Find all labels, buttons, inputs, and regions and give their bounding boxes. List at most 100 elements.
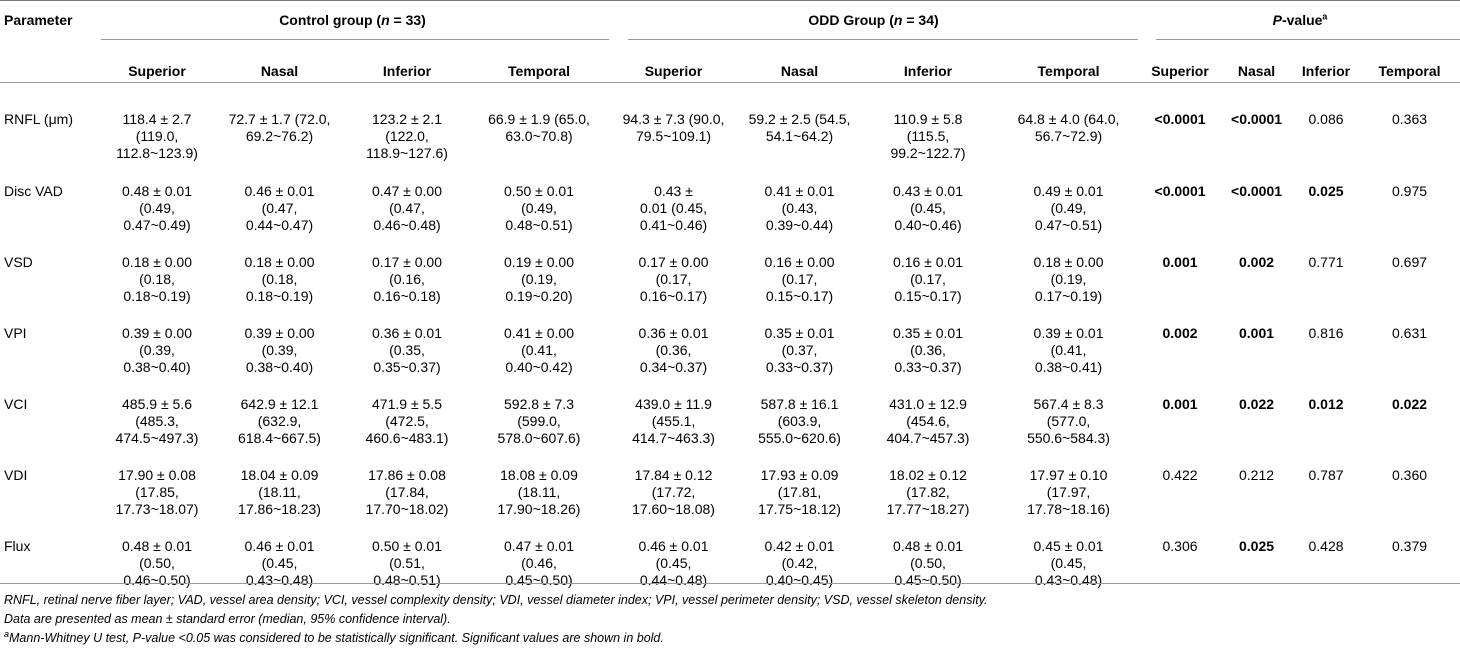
header-region-1: Nasal: [260, 63, 299, 79]
cell-line: 0.45~0.50): [505, 572, 573, 588]
cell-line: 0.16~0.18): [373, 288, 441, 304]
cell-line: (17.82,: [906, 484, 950, 500]
cell-line: 59.2 ± 2.5 (54.5,: [748, 111, 851, 127]
row-parameter-name: VPI: [4, 325, 27, 341]
table-cell: 0.50 ± 0.01 (0.49, 0.48~0.51): [471, 170, 607, 241]
table-row: Disc VAD 0.48 ± 0.01 (0.49, 0.47~0.49) 0.46 …: [0, 170, 1460, 241]
cell-line: (0.18,: [261, 271, 298, 287]
pvalue-cell: 0.422: [1162, 467, 1198, 483]
cell-line: (0.17,: [910, 271, 946, 287]
cell-line: 110.9 ± 5.8: [893, 111, 963, 127]
cell-line: (17.85,: [135, 484, 179, 500]
cell-line: 0.35 ± 0.01: [764, 325, 835, 341]
cell-line: 17.77~18.27): [886, 501, 970, 517]
pvalue-cell: 0.428: [1308, 538, 1344, 554]
cell-line: (0.42,: [781, 555, 818, 571]
cell-line: (0.41,: [1050, 342, 1087, 358]
cell-line: 17.73~18.07): [115, 501, 199, 517]
cell-line: 17.84 ± 0.12: [634, 467, 713, 483]
cell-line: 0.38~0.40): [123, 359, 191, 375]
row-parameter-name: Disc VAD: [4, 183, 63, 199]
cell-line: 0.45~0.50): [894, 572, 962, 588]
pvalue-cell: 0.025: [1308, 183, 1344, 199]
cell-line: (0.19,: [1050, 271, 1087, 287]
cell-line: 0.15~0.17): [894, 288, 962, 304]
cell-line: (0.45,: [261, 555, 298, 571]
cell-line: (17.84,: [385, 484, 429, 500]
row-parameter-name: VSD: [4, 254, 33, 270]
cell-line: 0.38~0.41): [1034, 359, 1103, 375]
pvalue-cell: 0.212: [1238, 467, 1275, 483]
cell-line: (17.72,: [651, 484, 696, 500]
cell-line: 79.5~109.1): [635, 128, 712, 144]
table-cell: 94.3 ± 7.3 (90.0, 79.5~109.1): [607, 99, 740, 170]
table-row: Flux 0.48 ± 0.01 (0.50, 0.46~0.50) 0.46 ± 0.…: [0, 525, 1460, 596]
table-cell: 642.9 ± 12.1 (632.9, 618.4~667.5): [216, 383, 343, 454]
cell-line: (603.9,: [777, 413, 822, 429]
cell-line: 0.39 ± 0.00: [122, 325, 192, 341]
cell-line: 0.19~0.20): [505, 288, 573, 304]
odd-group-underline: [628, 39, 1138, 40]
table-cell: 0.48 ± 0.01 (0.49, 0.47~0.49): [98, 170, 216, 241]
table-cell: 592.8 ± 7.3 (599.0, 578.0~607.6): [471, 383, 607, 454]
cell-line: (0.36,: [655, 342, 692, 358]
cell-line: 17.90~18.26): [497, 501, 581, 517]
cell-line: 64.8 ± 4.0 (64.0,: [1017, 111, 1120, 127]
cell-line: (0.36,: [910, 342, 946, 358]
cell-line: (0.51,: [389, 555, 425, 571]
results-table: Parameter Control group (n = 33) ODD Gro…: [0, 12, 1460, 596]
cell-line: 0.38~0.40): [245, 359, 314, 375]
cell-line: (0.47,: [261, 200, 298, 216]
cell-line: 587.8 ± 16.1: [760, 396, 839, 412]
table-cell: 0.46 ± 0.01 (0.45, 0.44~0.48): [607, 525, 740, 596]
cell-line: 0.41 ± 0.00: [504, 325, 574, 341]
cell-line: (454.6,: [906, 413, 950, 429]
cell-line: 0.47~0.51): [1034, 217, 1103, 233]
cell-line: (0.49,: [521, 200, 557, 216]
table-cell: 485.9 ± 5.6 (485.3, 474.5~497.3): [98, 383, 216, 454]
pvalue-cell: 0.379: [1392, 538, 1428, 554]
footnote-abbreviations: RNFL, retinal nerve fiber layer; VAD, ve…: [4, 593, 988, 607]
cell-line: 439.0 ± 11.9: [635, 396, 712, 412]
cell-line: 17.90 ± 0.08: [118, 467, 196, 483]
table-cell: 0.18 ± 0.00 (0.18, 0.18~0.19): [216, 241, 343, 312]
pvalue-cell: 0.086: [1308, 111, 1344, 127]
cell-line: (0.50,: [910, 555, 946, 571]
cell-line: 0.17 ± 0.00: [638, 254, 709, 270]
pvalue-cell: 0.001: [1162, 254, 1198, 270]
table-cell: 0.43 ±0.01 (0.45, 0.41~0.46): [607, 170, 740, 241]
pvalue-cell: <0.0001: [1154, 183, 1206, 199]
table-cell: 0.17 ± 0.00 (0.16, 0.16~0.18): [343, 241, 471, 312]
row-parameter-name: VCI: [4, 396, 28, 412]
cell-line: 18.04 ± 0.09: [240, 467, 319, 483]
table-cell: 17.97 ± 0.10 (17.97, 17.78~18.16): [997, 454, 1140, 525]
header-region-6: Inferior: [903, 63, 953, 79]
table-cell: 17.84 ± 0.12 (17.72, 17.60~18.08): [607, 454, 740, 525]
cell-line: (0.18,: [139, 271, 175, 287]
cell-line: (0.41,: [521, 342, 557, 358]
pvalue-cell: <0.0001: [1231, 183, 1283, 199]
cell-line: 0.35 ± 0.01: [893, 325, 963, 341]
pvalue-cell: 0.787: [1308, 467, 1344, 483]
cell-line: 0.46 ± 0.01: [244, 538, 315, 554]
table-cell: 0.35 ± 0.01 (0.37, 0.33~0.37): [740, 312, 859, 383]
header-region-9: Nasal: [1237, 63, 1276, 79]
cell-line: (18.11,: [517, 484, 561, 500]
cell-line: 0.48~0.51): [505, 217, 573, 233]
cell-line: 555.0~620.6): [758, 430, 841, 446]
cell-line: (0.39,: [261, 342, 298, 358]
table-cell: 17.93 ± 0.09 (17.81, 17.75~18.12): [740, 454, 859, 525]
header-rule: [0, 82, 1460, 83]
cell-line: 0.45 ± 0.01: [1033, 538, 1104, 554]
cell-line: 0.40~0.42): [505, 359, 573, 375]
cell-line: (0.43,: [781, 200, 818, 216]
cell-line: 0.18 ± 0.00: [244, 254, 315, 270]
cell-line: 0.18~0.19): [123, 288, 191, 304]
pvalue-cell: <0.0001: [1154, 111, 1206, 127]
header-parameter: Parameter: [4, 12, 73, 28]
cell-line: 123.2 ± 2.1: [372, 111, 442, 127]
cell-line: 17.60~18.08): [632, 501, 715, 517]
cell-line: 17.86 ± 0.08: [368, 467, 446, 483]
table-cell: 17.86 ± 0.08 (17.84, 17.70~18.02): [343, 454, 471, 525]
